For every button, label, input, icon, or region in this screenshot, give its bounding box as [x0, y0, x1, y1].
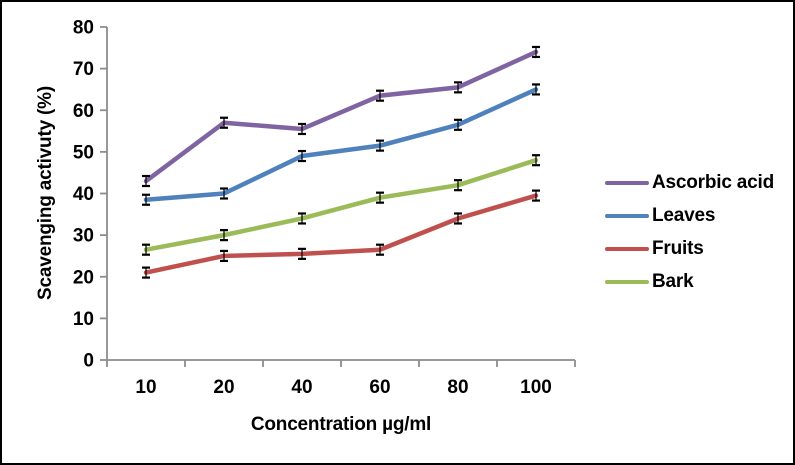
- legend: Ascorbic acid Leaves Fruits Bark: [605, 172, 775, 292]
- legend-item-fruits: Fruits: [605, 238, 774, 259]
- series-leaves: [143, 87, 539, 202]
- legend-label: Fruits: [652, 238, 704, 259]
- error-bars: [142, 45, 540, 279]
- legend-item-ascorbic-acid: Ascorbic acid: [605, 172, 775, 193]
- x-tick-label: 80: [447, 377, 468, 398]
- legend-label: Ascorbic acid: [652, 172, 775, 193]
- y-tick-label: 30: [73, 226, 94, 247]
- x-tick-label: 10: [135, 377, 156, 398]
- legend-item-leaves: Leaves: [605, 205, 774, 226]
- y-tick-label: 70: [73, 59, 94, 80]
- y-tick-label: 80: [73, 18, 94, 39]
- legend-line-swatch: [605, 280, 649, 284]
- legend-line-swatch: [605, 214, 649, 218]
- y-tick-label: 0: [83, 351, 94, 372]
- legend-label: Leaves: [652, 205, 716, 226]
- x-tick-label: 40: [291, 377, 312, 398]
- axes: [100, 26, 576, 367]
- y-tick-label: 60: [73, 101, 94, 122]
- series-ascorbic-acid: [143, 49, 539, 184]
- y-tick-labels: 0 10 20 30 40 50 60 70 80: [73, 18, 94, 372]
- y-tick-label: 50: [73, 142, 94, 163]
- y-tick-label: 40: [73, 184, 94, 205]
- x-tick-label: 20: [213, 377, 234, 398]
- series-fruits: [143, 193, 539, 275]
- series-bark: [143, 157, 539, 252]
- legend-line-swatch: [605, 247, 649, 251]
- legend-label: Bark: [652, 271, 694, 292]
- x-tick-label: 60: [369, 377, 390, 398]
- y-axis-title: Scavenging activuty (%): [35, 86, 56, 300]
- y-tick-label: 10: [73, 309, 94, 330]
- x-tick-label: 100: [520, 377, 552, 398]
- x-tick-labels: 10 20 40 60 80 100: [135, 377, 551, 398]
- x-axis-title: Concentration µg/ml: [250, 414, 432, 435]
- y-tick-label: 20: [73, 267, 94, 288]
- legend-item-bark: Bark: [605, 271, 774, 292]
- legend-line-swatch: [605, 181, 649, 185]
